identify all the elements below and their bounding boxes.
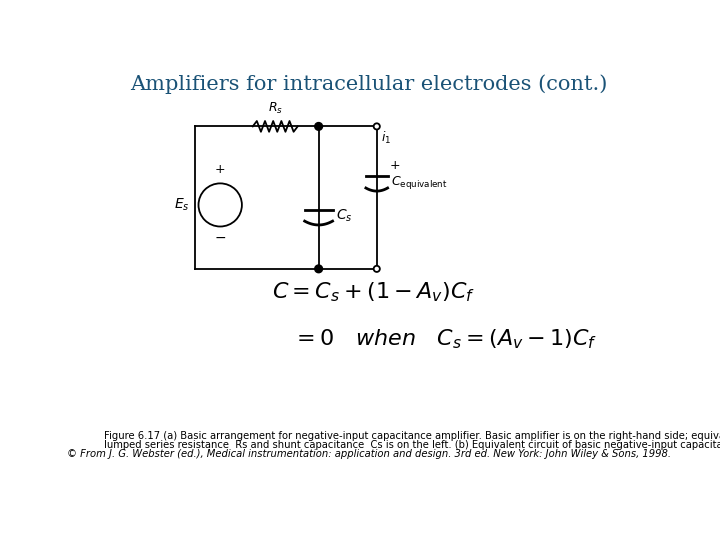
Text: Figure 6.17 (a) Basic arrangement for negative-input capacitance amplifier. Basi: Figure 6.17 (a) Basic arrangement for ne… (104, 430, 720, 441)
Text: $C_{\rm equivalent}$: $C_{\rm equivalent}$ (391, 174, 447, 191)
Text: lumped series resistance  Rs and shunt capacitance  Cs is on the left. (b) Equiv: lumped series resistance Rs and shunt ca… (104, 440, 720, 450)
Text: $i_1$: $i_1$ (382, 130, 392, 146)
Circle shape (374, 123, 380, 130)
Text: +: + (215, 164, 225, 177)
Text: © From J. G. Webster (ed.), Medical instrumentation: application and design. 3rd: © From J. G. Webster (ed.), Medical inst… (67, 449, 671, 459)
Text: Amplifiers for intracellular electrodes (cont.): Amplifiers for intracellular electrodes … (130, 75, 608, 94)
Text: $R_s$: $R_s$ (268, 100, 283, 116)
Circle shape (374, 266, 380, 272)
Text: $= 0 \quad \mathit{when} \quad C_s = (A_v - 1)C_f$: $= 0 \quad \mathit{when} \quad C_s = (A_… (292, 328, 597, 352)
Text: $C = C_s + (1 - A_v)C_f$: $C = C_s + (1 - A_v)C_f$ (272, 280, 475, 303)
Text: $C_s$: $C_s$ (336, 207, 352, 224)
Text: −: − (215, 231, 226, 244)
Text: $E_s$: $E_s$ (174, 197, 189, 213)
Circle shape (315, 265, 323, 273)
Text: +: + (389, 159, 400, 172)
Circle shape (315, 123, 323, 130)
